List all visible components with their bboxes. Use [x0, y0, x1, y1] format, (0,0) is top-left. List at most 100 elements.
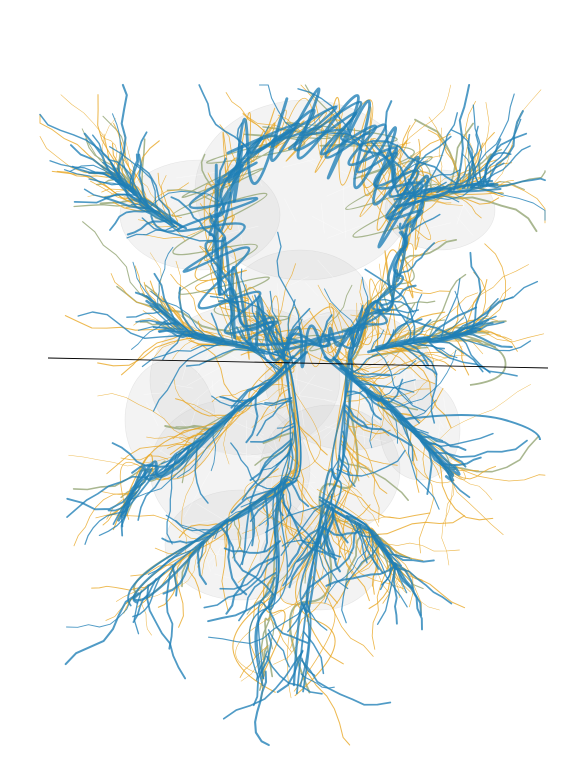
orange-neuron-branch [120, 455, 169, 461]
blue-neuron-branch [219, 395, 255, 403]
mesh-edge [403, 352, 407, 395]
blue-neuron-branch [241, 442, 293, 501]
mesh-edge [290, 276, 309, 286]
blue-neuron-branch [132, 571, 166, 618]
blue-neuron-branch [203, 422, 222, 436]
orange-neuron-branch [397, 239, 447, 275]
blue-neuron-branch [381, 401, 399, 444]
blue-neuron-branch [146, 584, 187, 680]
blue-neuron-branch [408, 428, 467, 451]
orange-neuron-branch [408, 387, 444, 430]
blue-neuron-branch [73, 193, 157, 213]
orange-neuron-branch [346, 388, 430, 402]
blue-neuron-branch [329, 460, 339, 487]
blue-neuron-layer [39, 83, 546, 747]
blue-neuron-branch [358, 140, 458, 185]
mesh-edge [430, 222, 451, 228]
orange-neuron-branch [223, 414, 233, 465]
mesh-edge [335, 519, 342, 556]
mesh-edge [297, 384, 305, 427]
mesh-edge [183, 465, 214, 518]
mesh-edge [456, 216, 474, 237]
blue-neuron-branch [301, 657, 316, 676]
blue-neuron-branch [393, 413, 444, 442]
blue-neuron-branch [230, 488, 277, 514]
mesh-edge [456, 204, 464, 225]
blue-neuron-branch [264, 503, 327, 533]
orange-neuron-branch [64, 315, 180, 331]
blue-neuron-branch [398, 162, 427, 197]
mesh-edge [296, 395, 339, 403]
mesh-edge [321, 203, 325, 234]
blue-neuron-branch [325, 563, 398, 587]
orange-neuron-branch [333, 483, 431, 519]
blue-neuron-branch [287, 597, 309, 633]
blue-neuron-branch [263, 495, 270, 553]
blue-neuron-branch [388, 149, 413, 199]
orange-neuron-branch [393, 345, 452, 429]
blue-neuron-branch [287, 307, 311, 363]
blue-neuron-branch [467, 133, 475, 189]
blue-neuron-branch [126, 219, 169, 236]
blue-neuron-branch [84, 510, 126, 545]
blue-neuron-branch [464, 322, 494, 334]
blue-neuron-branch [398, 567, 453, 605]
blue-neuron-branch [431, 439, 528, 458]
blue-neuron-branch [321, 132, 375, 157]
blue-neuron-branch [419, 439, 455, 476]
blue-neuron-branch [355, 380, 415, 393]
blue-neuron-branch [223, 540, 281, 554]
blue-neuron-branch [321, 530, 342, 573]
orange-neuron-branch [450, 335, 470, 376]
orange-neuron-branch [221, 520, 230, 612]
orange-neuron-branch [421, 340, 438, 381]
orange-neuron-branch [393, 561, 466, 609]
blue-neuron-branch [288, 479, 310, 508]
orange-neuron-branch [345, 411, 380, 523]
orange-neuron-branch [447, 467, 493, 501]
blue-neuron-branch [254, 670, 270, 747]
orange-neuron-branch [382, 347, 471, 359]
blue-neuron-branch [230, 442, 278, 490]
mesh-edge [276, 283, 280, 304]
orange-neuron-branch [176, 555, 186, 628]
blue-neuron-branch [424, 181, 447, 196]
blue-neuron-branch [384, 100, 397, 182]
orange-neuron-branch [418, 444, 434, 554]
orange-neuron-branch [427, 129, 462, 190]
blue-neuron-branch [370, 329, 385, 351]
mesh-edge [443, 397, 448, 428]
orange-neuron-branch [311, 576, 374, 657]
blue-neuron-branch [283, 299, 296, 360]
blue-neuron-branch [198, 84, 252, 154]
blue-neuron-branch [397, 417, 440, 510]
blue-neuron-branch [222, 650, 304, 720]
blue-neuron-branch [185, 328, 232, 345]
blue-neuron-branch [214, 270, 234, 345]
blue-neuron-branch [258, 84, 297, 132]
blue-neuron-branch [351, 318, 360, 354]
blue-neuron-branch [249, 443, 294, 523]
blue-neuron-branch [239, 505, 254, 568]
blue-neuron-branch [485, 110, 524, 187]
blue-neuron-branch [400, 420, 414, 462]
mesh-edge [250, 394, 273, 412]
blue-neuron-branch [345, 404, 369, 429]
blue-neuron-branch [225, 555, 279, 615]
blue-neuron-branch [141, 342, 230, 368]
mesh-edge [186, 360, 232, 386]
blue-neuron-branch [264, 397, 293, 405]
blue-neuron-branch [470, 145, 531, 189]
orange-neuron-branch [146, 435, 194, 445]
mesh-edge [457, 197, 474, 220]
orange-neuron-branch [464, 132, 495, 189]
blue-neuron-branch [387, 553, 411, 559]
orange-neuron-branch [370, 321, 380, 351]
blue-neuron-branch [451, 280, 539, 337]
blue-neuron-branch [254, 337, 279, 376]
mesh-edge [244, 469, 260, 495]
blue-neuron-branch [300, 673, 335, 689]
blue-neuron-branch [437, 315, 497, 340]
blue-neuron-branch [280, 502, 326, 556]
blue-neuron-branch [346, 388, 366, 397]
